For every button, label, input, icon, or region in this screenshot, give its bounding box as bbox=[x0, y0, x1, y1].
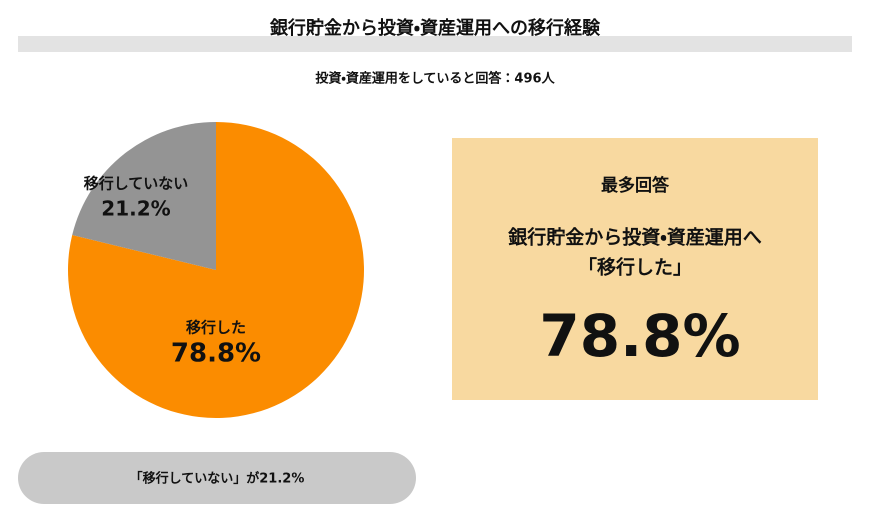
pie: 移行した 78.8% 移行していない 21.2% bbox=[68, 122, 364, 419]
slice-label: 移行した bbox=[186, 319, 246, 337]
callout-value: 78.8% bbox=[539, 302, 740, 370]
footnote: 「移行していない」が21.2% bbox=[130, 471, 305, 487]
slice-value-label: 78.8% bbox=[171, 339, 261, 369]
chart-title: 銀行貯金から投資・資産運用への移行経験 bbox=[269, 17, 601, 39]
pie-slice bbox=[72, 122, 216, 270]
footnote-pill bbox=[18, 452, 416, 504]
callout-line: 銀行貯金から投資・資産運用へ bbox=[507, 226, 761, 249]
callout-line: 「移行した」 bbox=[578, 256, 692, 279]
callout-heading: 最多回答 bbox=[601, 175, 670, 196]
slice-label: 移行していない bbox=[84, 175, 189, 193]
title-band bbox=[18, 36, 852, 52]
slice-value-label: 21.2% bbox=[101, 197, 170, 221]
callout-box bbox=[452, 138, 818, 400]
chart-subtitle: 投資・資産運用をしていると回答：496人 bbox=[315, 71, 555, 87]
